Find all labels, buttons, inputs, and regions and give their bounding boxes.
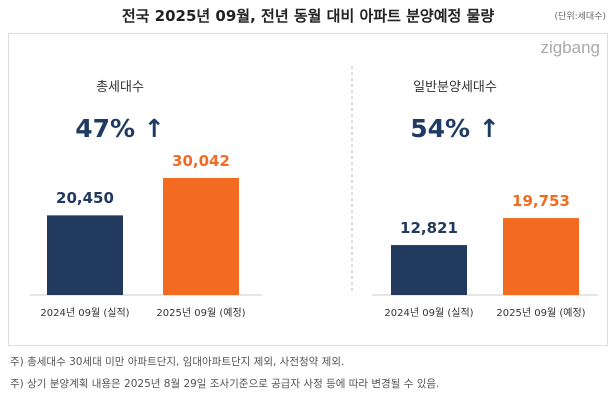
growth-rate: 47% ↑: [75, 114, 165, 143]
growth-rate: 54% ↑: [410, 114, 500, 143]
value-label: 19,753: [512, 192, 570, 211]
page-title: 전국 2025년 09월, 전년 동월 대비 아파트 분양예정 물량: [121, 7, 495, 25]
value-label: 20,450: [56, 189, 114, 208]
bar: [391, 245, 467, 295]
note-1: 주) 총세대수 30세대 미만 아파트단지, 임대아파트단지 제외, 사전청약 …: [10, 356, 345, 368]
chart-title: 일반분양세대수: [413, 80, 497, 95]
chart-panel: [8, 33, 608, 346]
note-2: 주) 상기 분양계획 내용은 2025년 8월 29일 조사기준으로 공급자 사…: [10, 378, 440, 390]
bar: [503, 218, 579, 295]
value-label: 30,042: [172, 152, 230, 170]
bar: [47, 215, 123, 295]
zigbang-logo: zigbang: [540, 38, 600, 57]
x-tick-label: 2025년 09월 (예정): [496, 308, 586, 319]
x-tick-label: 2025년 09월 (예정): [156, 308, 246, 319]
value-label: 12,821: [400, 219, 458, 238]
unit-label: (단위:세대수): [554, 12, 606, 22]
chart-title: 총세대수: [96, 80, 144, 95]
bar: [163, 178, 239, 295]
x-tick-label: 2024년 09월 (실적): [40, 308, 130, 319]
x-tick-label: 2024년 09월 (실적): [384, 308, 474, 319]
